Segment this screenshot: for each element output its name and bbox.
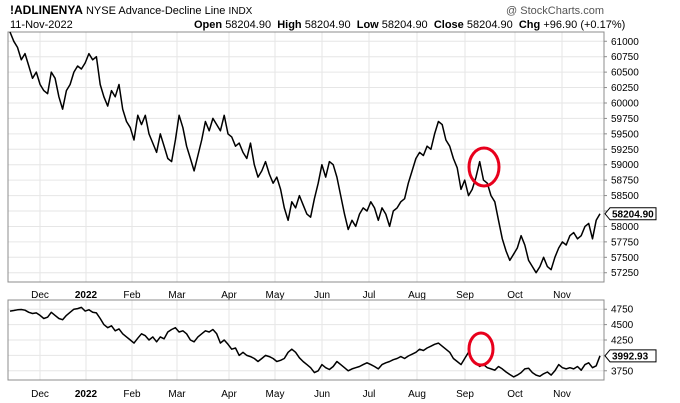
x-tick-label: Feb	[123, 389, 141, 400]
x-tick-label: 2022	[75, 389, 98, 400]
watermark: @ StockCharts.com	[506, 5, 604, 17]
close-value: 58204.90	[466, 19, 513, 31]
open-value: 58204.90	[225, 19, 272, 31]
y-tick-label: 4750	[611, 305, 634, 316]
x-tick-label: 2022	[75, 290, 98, 301]
y-tick-label: 60000	[611, 98, 639, 109]
x-tick-label: Oct	[507, 389, 523, 400]
ohlc-line: Open 58204.90 High 58204.90 Low 58204.90…	[194, 19, 625, 31]
x-tick-label: Dec	[31, 290, 49, 301]
y-tick-label: 57500	[611, 253, 639, 264]
y-tick-label: 57750	[611, 237, 639, 248]
x-tick-label: Jun	[314, 389, 330, 400]
last-value-label: 3992.93	[612, 351, 649, 362]
last-value-label: 58204.90	[612, 209, 654, 220]
plot-frame	[7, 299, 605, 381]
high-value: 58204.90	[304, 19, 351, 31]
exchange: INDX	[228, 6, 253, 17]
last-value-box	[604, 349, 657, 363]
y-tick-label: 59500	[611, 129, 639, 140]
x-tick-label: Oct	[507, 290, 523, 301]
close-label: Close	[433, 19, 464, 31]
x-tick-label: Sep	[456, 389, 474, 400]
annotation-circle	[467, 331, 495, 367]
x-tick-label: Nov	[553, 389, 571, 400]
y-tick-label: 3750	[611, 366, 634, 377]
x-tick-label: May	[266, 389, 285, 400]
chg-value: +96.90 (+0.17%)	[543, 19, 626, 31]
plot-frame	[7, 31, 605, 283]
symbol-name: NYSE Advance-Decline Line	[85, 5, 226, 17]
y-tick-label: 58000	[611, 222, 639, 233]
y-tick-label: 4500	[611, 320, 634, 331]
x-tick-label: Jul	[363, 290, 376, 301]
low-label: Low	[356, 19, 379, 31]
x-tick-label: Feb	[123, 290, 141, 301]
y-tick-label: 60500	[611, 68, 639, 79]
y-tick-label: 59750	[611, 114, 639, 125]
quote-date: 11-Nov-2022	[10, 19, 73, 31]
high-label: High	[277, 19, 302, 31]
y-tick-label: 60250	[611, 83, 639, 94]
x-tick-label: Apr	[221, 389, 237, 400]
x-tick-label: Nov	[553, 290, 571, 301]
last-value-box	[604, 207, 657, 221]
symbol: !ADLINENYA	[10, 3, 83, 17]
y-tick-label: 58750	[611, 176, 639, 187]
x-tick-label: Aug	[408, 389, 426, 400]
series-line	[9, 306, 601, 378]
chg-label: Chg	[518, 19, 541, 31]
x-tick-label: May	[266, 290, 285, 301]
x-tick-label: Dec	[31, 389, 49, 400]
open-label: Open	[194, 19, 223, 31]
y-tick-label: 58500	[611, 191, 639, 202]
y-tick-label: 57250	[611, 268, 639, 279]
y-tick-label: 59000	[611, 160, 639, 171]
x-tick-label: Mar	[168, 290, 186, 301]
low-value: 58204.90	[381, 19, 428, 31]
x-tick-label: Apr	[221, 290, 237, 301]
x-tick-label: Jul	[363, 389, 376, 400]
y-tick-label: 60750	[611, 52, 639, 63]
y-tick-label: 4250	[611, 336, 634, 347]
annotation-circle	[467, 146, 501, 188]
x-tick-label: Aug	[408, 290, 426, 301]
series-line	[9, 31, 601, 274]
y-tick-label: 61000	[611, 37, 639, 48]
y-tick-label: 59250	[611, 145, 639, 156]
x-tick-label: Sep	[456, 290, 474, 301]
x-tick-label: Jun	[314, 290, 330, 301]
x-tick-label: Mar	[168, 389, 186, 400]
